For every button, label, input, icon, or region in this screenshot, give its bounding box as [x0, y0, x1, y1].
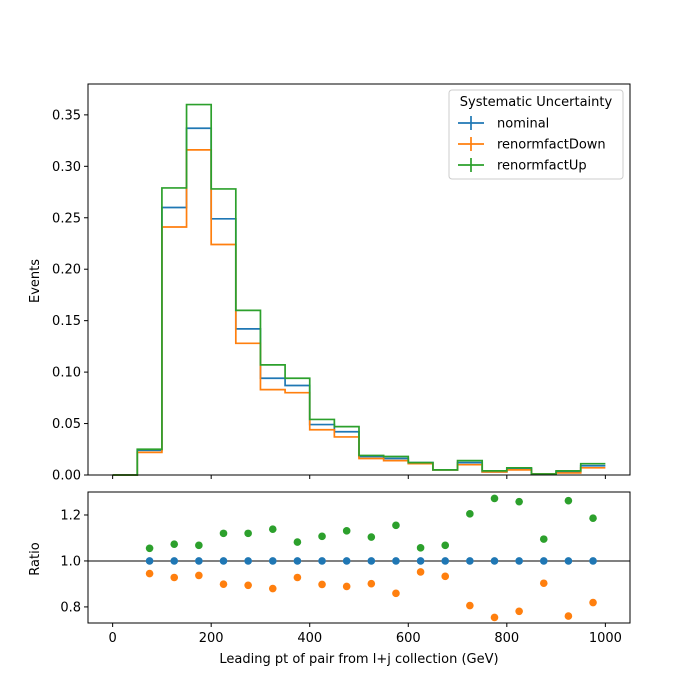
- ratio-point-renormfactUp: [293, 538, 302, 546]
- ratio-point-renormfactUp: [195, 541, 203, 550]
- legend: Systematic Uncertainty nominal renormfactD…: [448, 89, 624, 180]
- ratio-point-renormfactDown: [170, 573, 179, 582]
- y-tick-label-bottom: 1.2: [60, 508, 81, 523]
- ratio-axes: 0.8 1.0 1.2 0 200 400 600 800 1000: [60, 491, 631, 646]
- ratio-point-renormfactDown: [466, 601, 474, 610]
- ratio-point-renormfactUp: [392, 521, 400, 530]
- legend-label-nominal: nominal: [497, 117, 549, 132]
- ratio-point-renormfactDown: [219, 580, 228, 588]
- ratio-point-renormfactUp: [145, 544, 154, 553]
- ratio-point-nominal: [244, 557, 252, 565]
- ratio-point-renormfactDown: [293, 573, 302, 582]
- ratio-point-nominal: [564, 557, 573, 565]
- ratio-point-nominal: [219, 557, 228, 565]
- ratio-point-renormfactUp: [490, 494, 499, 503]
- ratio-point-renormfactUp: [244, 529, 252, 538]
- x-axis-label: Leading pt of pair from l+j collection (…: [219, 652, 498, 667]
- ratio-point-renormfactDown: [367, 579, 376, 588]
- ratio-point-renormfactUp: [170, 540, 179, 548]
- ratio-point-nominal: [416, 557, 425, 565]
- ratio-point-renormfactUp: [589, 514, 597, 522]
- ratio-point-nominal: [293, 557, 302, 565]
- ratio-point-nominal: [170, 557, 179, 565]
- ratio-point-renormfactDown: [539, 579, 548, 588]
- ratio-point-renormfactDown: [564, 612, 573, 620]
- y-tick-label-top: 0.05: [52, 417, 81, 432]
- ratio-point-nominal: [539, 557, 548, 565]
- ratio-point-renormfactDown: [490, 613, 499, 622]
- ratio-point-renormfactUp: [515, 497, 523, 506]
- ratio-point-nominal: [392, 557, 400, 565]
- ratio-point-nominal: [318, 557, 326, 565]
- ratio-point-nominal: [195, 557, 203, 565]
- y-tick-label-top: 0.25: [52, 211, 81, 226]
- x-tick-label: 0: [108, 631, 116, 646]
- ratio-point-renormfactUp: [441, 541, 450, 550]
- legend-label-renormfactUp: renormfactUp: [497, 159, 587, 174]
- y-tick-label-top: 0.15: [52, 314, 81, 329]
- ratio-point-renormfactUp: [268, 525, 277, 534]
- series-step-renormfactUp: [112, 103, 606, 476]
- ratio-point-renormfactUp: [466, 510, 474, 518]
- x-tick-label: 200: [199, 631, 224, 646]
- y-tick-label-top: 0.20: [52, 263, 81, 278]
- ratio-point-nominal: [367, 557, 376, 565]
- ratio-point-nominal: [145, 557, 154, 565]
- y-axis-label-ratio: Ratio: [28, 542, 43, 575]
- x-tick-label: 1000: [589, 631, 622, 646]
- ratio-point-renormfactDown: [318, 580, 326, 589]
- y-tick-label-top: 0.00: [52, 469, 81, 484]
- ratio-point-renormfactUp: [219, 529, 228, 538]
- ratio-point-nominal: [268, 557, 277, 565]
- ratio-point-renormfactUp: [416, 544, 425, 552]
- ratio-point-nominal: [466, 557, 474, 565]
- ratio-point-renormfactUp: [564, 496, 573, 505]
- ratio-point-nominal: [515, 557, 523, 565]
- ratio-point-nominal: [441, 557, 450, 565]
- top-axes-frame: [87, 83, 631, 476]
- ratio-point-nominal: [342, 557, 351, 565]
- ratio-point-renormfactDown: [515, 607, 523, 616]
- ratio-point-renormfactDown: [195, 571, 203, 580]
- y-tick-label-bottom: 0.8: [60, 600, 81, 615]
- x-tick-label: 400: [297, 631, 322, 646]
- x-tick-label: 800: [494, 631, 519, 646]
- ratio-point-renormfactDown: [342, 582, 351, 591]
- ratio-point-nominal: [589, 557, 597, 565]
- ratio-point-renormfactDown: [145, 569, 154, 578]
- ratio-point-renormfactUp: [342, 527, 351, 535]
- ratio-point-renormfactDown: [441, 572, 450, 581]
- ratio-point-renormfactDown: [392, 589, 400, 598]
- y-axis-label-events: Events: [28, 259, 43, 303]
- y-tick-label-top: 0.10: [52, 366, 81, 381]
- y-tick-label-bottom: 1.0: [60, 554, 81, 569]
- ratio-point-renormfactUp: [367, 533, 376, 541]
- ratio-point-nominal: [490, 557, 499, 565]
- ratio-point-renormfactUp: [539, 535, 548, 543]
- legend-box: [448, 89, 624, 180]
- ratio-point-renormfactDown: [244, 581, 252, 590]
- ratio-point-renormfactDown: [268, 584, 277, 593]
- y-tick-label-top: 0.35: [52, 108, 81, 123]
- ratio-point-renormfactDown: [416, 568, 425, 576]
- ratio-point-renormfactDown: [589, 598, 597, 607]
- x-tick-label: 600: [396, 631, 421, 646]
- legend-label-renormfactDown: renormfactDown: [497, 138, 606, 153]
- ratio-point-renormfactUp: [318, 532, 326, 541]
- y-tick-label-top: 0.30: [52, 160, 81, 175]
- ratio-axes-frame: [87, 491, 631, 624]
- legend-title: Systematic Uncertainty: [460, 95, 613, 110]
- top-axes: 0.00 0.05 0.10 0.15 0.20 0.25 0.30 0.35: [52, 83, 631, 484]
